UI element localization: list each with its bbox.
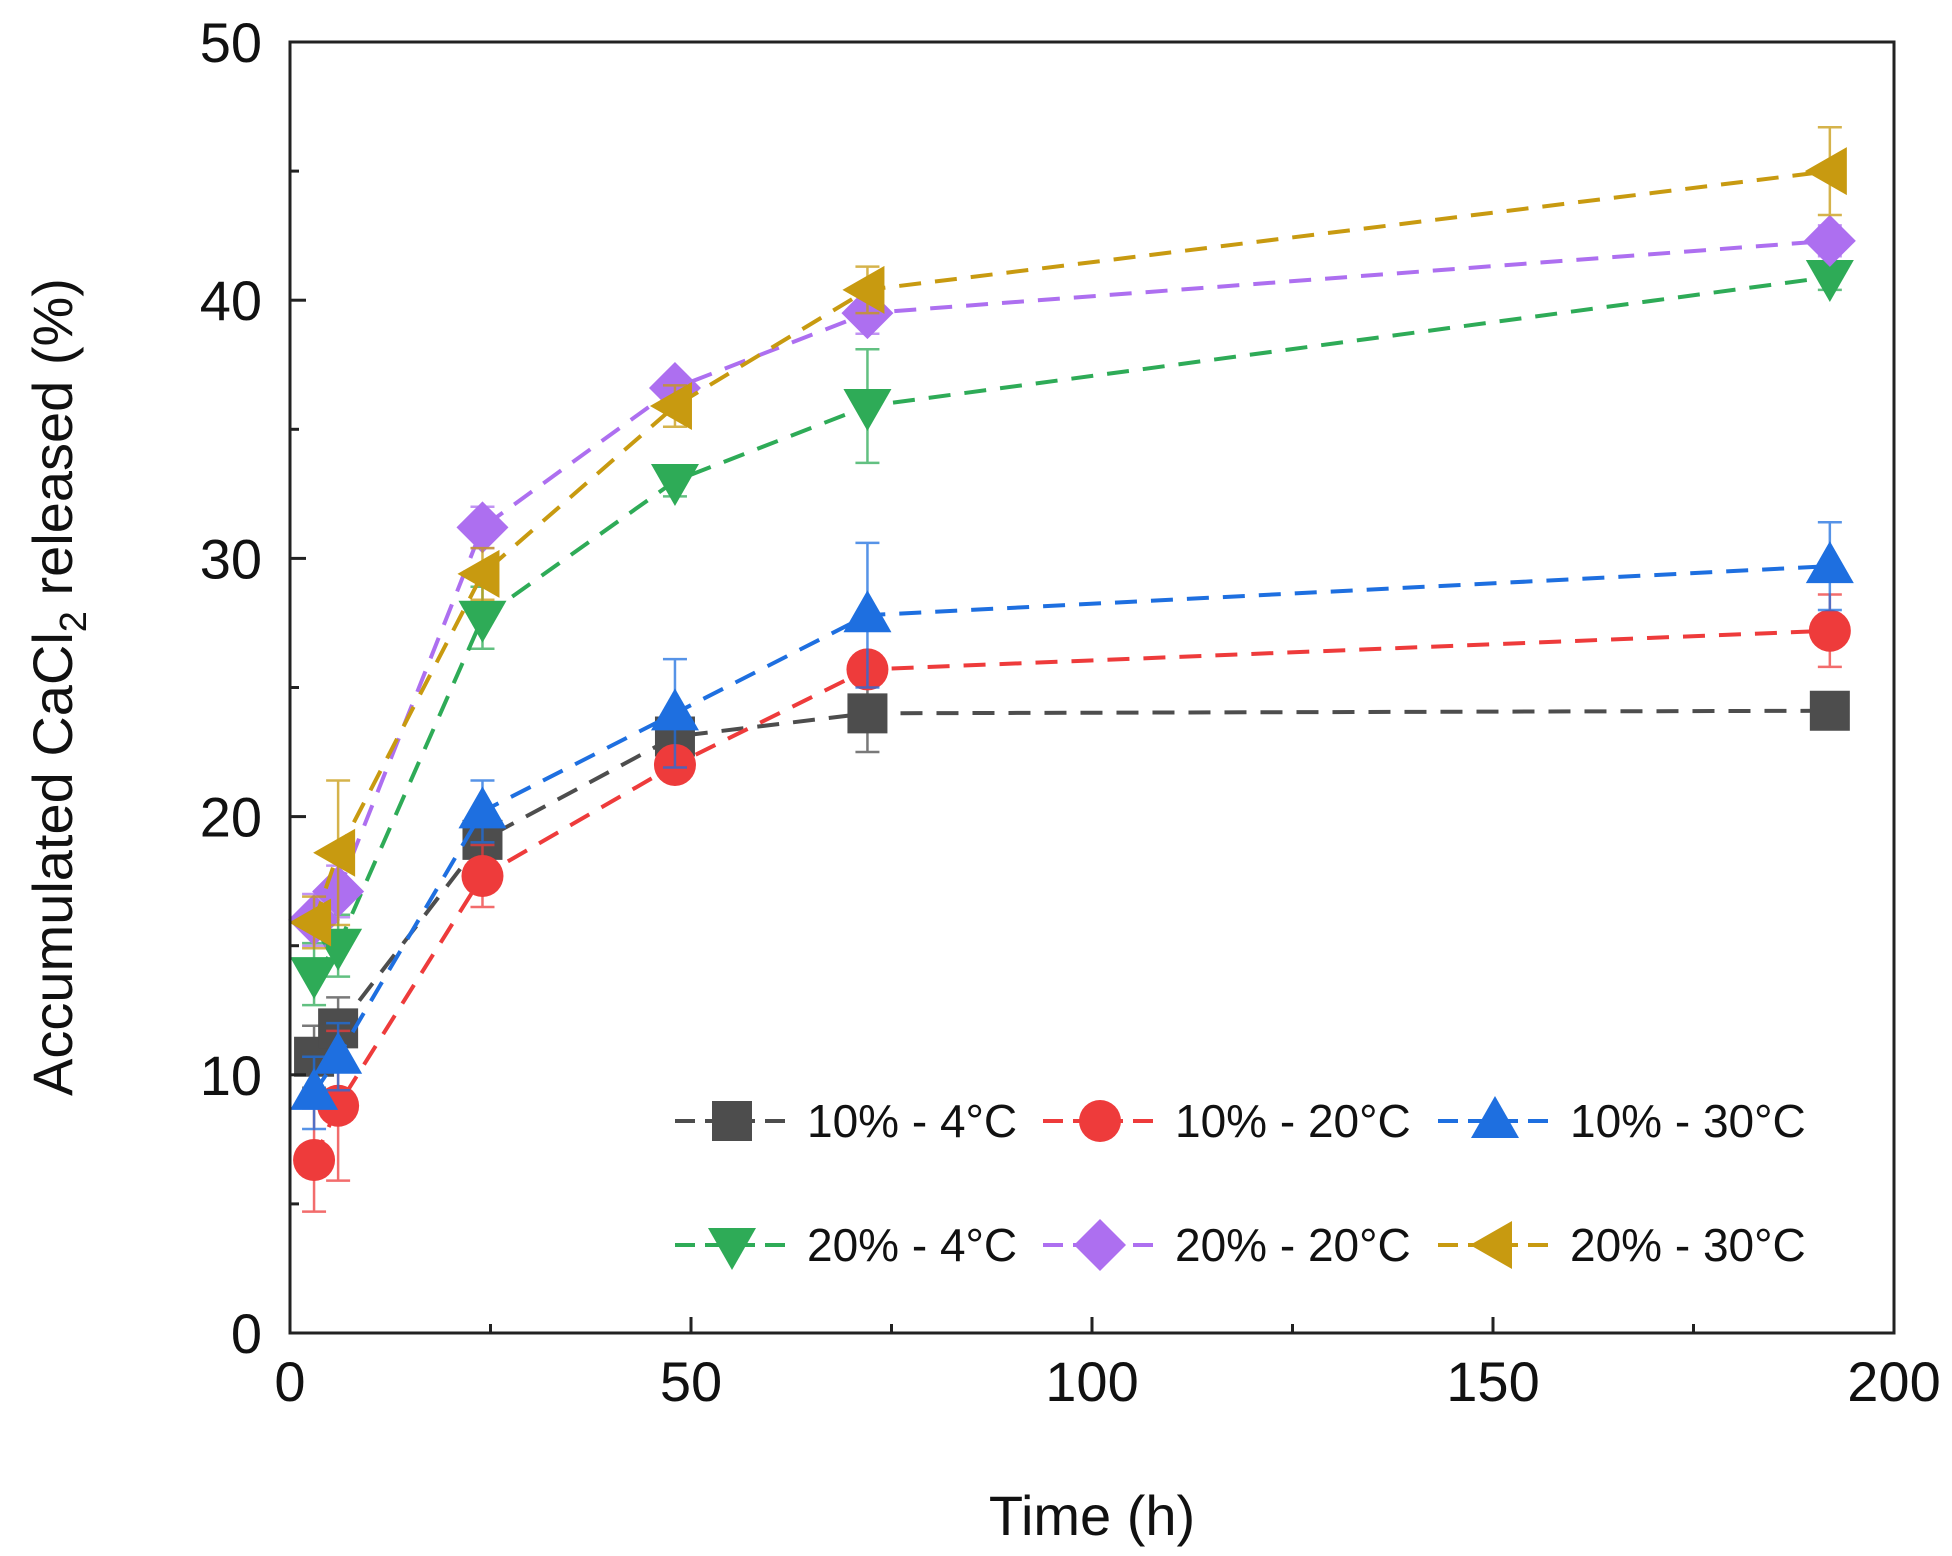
legend-marker [1074, 1219, 1126, 1271]
series-line [312, 169, 1831, 924]
legend-entry: 10% - 30°C [1438, 1095, 1806, 1147]
data-point [290, 1067, 339, 1110]
y-axis-title-suffix: released (%) [21, 278, 84, 611]
x-tick-label: 50 [660, 1350, 722, 1413]
data-point [1808, 609, 1851, 652]
legend-marker [708, 1228, 756, 1270]
legend-marker [1471, 1096, 1519, 1138]
series-6 [289, 125, 1847, 950]
legend-label: 20% - 20°C [1175, 1219, 1411, 1271]
y-tick-label: 0 [231, 1302, 262, 1365]
x-axis-title: Time (h) [989, 1484, 1195, 1547]
series-1 [294, 673, 1850, 1089]
y-tick-label: 10 [200, 1044, 262, 1107]
y-tick-label: 40 [200, 269, 262, 332]
legend-marker [1079, 1100, 1121, 1142]
data-point [650, 688, 699, 731]
x-tick-label: 0 [274, 1350, 305, 1413]
legend-label: 20% - 30°C [1570, 1219, 1806, 1271]
series-line [312, 238, 1830, 922]
legend-label: 10% - 30°C [1570, 1095, 1806, 1147]
data-point [456, 501, 509, 554]
data-point [1805, 541, 1854, 584]
data-point [1804, 147, 1847, 196]
data-point [289, 898, 332, 947]
legend: 10% - 4°C 10% - 20°C 10% - 30°C 20% - 4°C 20… [675, 1095, 1806, 1271]
data-point [842, 265, 885, 314]
data-point [457, 549, 500, 598]
series-5 [288, 214, 1856, 947]
series-4 [290, 259, 1854, 1007]
y-axis-title: Accumulated CaCl2 released (%) [21, 278, 95, 1096]
x-tick-label: 150 [1446, 1350, 1539, 1413]
data-point [1803, 214, 1856, 267]
legend-label: 20% - 4°C [807, 1219, 1017, 1271]
data-point [847, 693, 888, 734]
x-tick-label: 200 [1847, 1350, 1940, 1413]
data-point [313, 828, 356, 877]
y-axis-title-prefix: Accumulated CaCl [21, 632, 84, 1096]
data-point [314, 1031, 363, 1074]
legend-entry: 20% - 30°C [1438, 1219, 1806, 1271]
data-point [843, 389, 892, 432]
x-tick-label: 100 [1045, 1350, 1138, 1413]
series-line [312, 708, 1830, 1059]
y-tick-label: 30 [200, 527, 262, 590]
legend-label: 10% - 4°C [807, 1095, 1017, 1147]
data-point [458, 600, 507, 643]
legend-entry: 10% - 20°C [1043, 1095, 1411, 1147]
legend-marker [712, 1101, 752, 1141]
y-tick-label: 50 [200, 11, 262, 74]
series-3 [290, 521, 1854, 1131]
y-axis-title-subscript: 2 [53, 611, 95, 632]
data-point [1809, 690, 1850, 731]
data-point [1805, 259, 1854, 302]
data-point [649, 382, 692, 431]
data-point [843, 590, 892, 633]
data-point [293, 1139, 336, 1182]
data-point [290, 957, 339, 1000]
axis-ticks: 0 50 100 150 200 0 10 20 30 40 50 [200, 11, 1941, 1413]
legend-entry: 20% - 4°C [675, 1219, 1017, 1271]
legend-label: 10% - 20°C [1175, 1095, 1411, 1147]
data-point [458, 786, 507, 829]
series-line [312, 564, 1830, 1094]
legend-marker [1470, 1221, 1512, 1269]
y-tick-label: 20 [200, 786, 262, 849]
legend-entry: 20% - 20°C [1043, 1219, 1411, 1271]
plot-data [288, 125, 1856, 1213]
legend-entry: 10% - 4°C [675, 1095, 1017, 1147]
data-point [461, 854, 504, 897]
series-line [312, 274, 1831, 976]
data-point [650, 463, 699, 506]
